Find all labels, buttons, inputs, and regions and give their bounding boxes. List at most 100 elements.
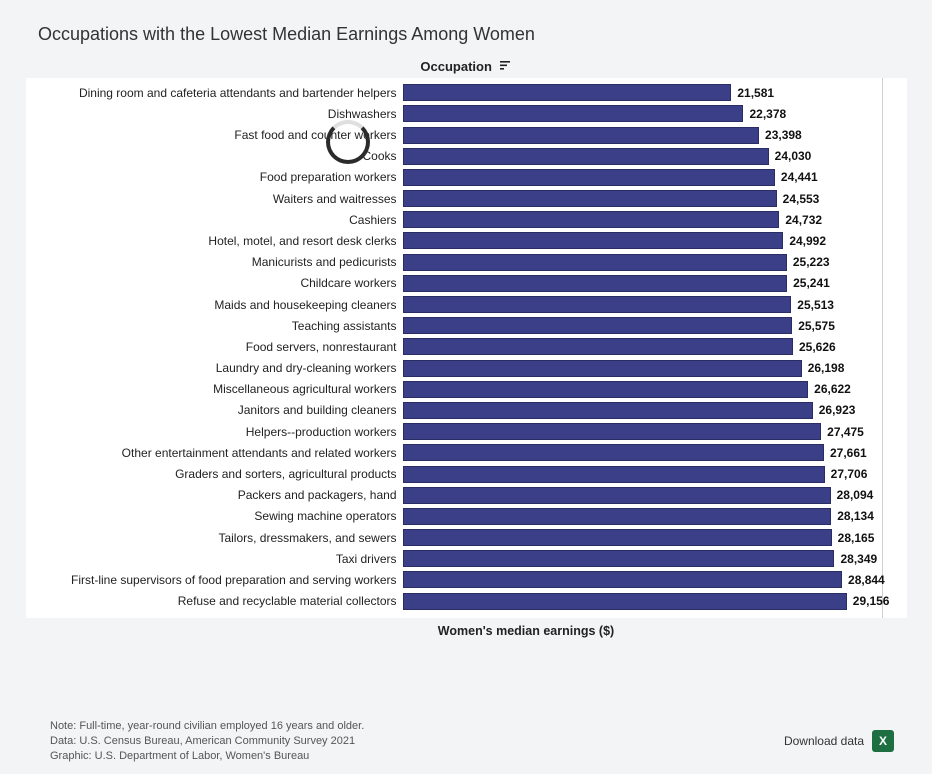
bar	[403, 402, 813, 419]
bar-track: 24,992	[403, 230, 907, 251]
download-data-button[interactable]: Download data X	[784, 730, 894, 752]
row-value: 27,475	[827, 425, 864, 439]
row-value: 24,030	[775, 149, 812, 163]
row-value: 26,622	[814, 382, 851, 396]
x-axis-label: Women's median earnings ($)	[136, 624, 916, 638]
row-value: 27,706	[831, 467, 868, 481]
bar-track: 28,349	[403, 548, 907, 569]
row-label: Maids and housekeeping cleaners	[27, 298, 403, 312]
chart-row: Teaching assistants 25,575	[27, 315, 907, 336]
row-label: Cashiers	[27, 213, 403, 227]
bar-track: 27,661	[403, 442, 907, 463]
footnote-note: Note: Full-time, year-round civilian emp…	[50, 719, 364, 734]
bar-track: 22,378	[403, 103, 907, 124]
bar-track: 28,165	[403, 527, 907, 548]
chart-row: Food preparation workers24,441	[27, 167, 907, 188]
chart-card: Occupations with the Lowest Median Earni…	[16, 24, 916, 770]
chart-row: Maids and housekeeping cleaners25,513	[27, 294, 907, 315]
bar	[403, 127, 760, 144]
chart-row: Manicurists and pedicurists 25,223	[27, 252, 907, 273]
column-header[interactable]: Occupation	[16, 59, 916, 74]
row-label: Other entertainment attendants and relat…	[27, 446, 403, 460]
bar	[403, 84, 732, 101]
row-label: First-line supervisors of food preparati…	[27, 573, 403, 587]
row-value: 25,575	[798, 319, 835, 333]
row-label: Manicurists and pedicurists	[27, 255, 403, 269]
row-value: 26,198	[808, 361, 845, 375]
bar	[403, 169, 775, 186]
sort-icon[interactable]	[500, 61, 512, 74]
row-label: Taxi drivers	[27, 552, 403, 566]
chart-row: Packers and packagers, hand28,094	[27, 485, 907, 506]
row-value: 22,378	[749, 107, 786, 121]
row-label: Refuse and recyclable material collector…	[27, 594, 403, 608]
footnote-graphic-source: Graphic: U.S. Department of Labor, Women…	[50, 749, 364, 764]
chart-row: Cashiers 24,732	[27, 209, 907, 230]
chart-row: Taxi drivers 28,349	[27, 548, 907, 569]
bar-track: 25,241	[403, 273, 907, 294]
row-label: Dining room and cafeteria attendants and…	[27, 86, 403, 100]
row-value: 21,581	[737, 86, 774, 100]
footnote-data-source: Data: U.S. Census Bureau, American Commu…	[50, 734, 364, 749]
bar	[403, 423, 822, 440]
bar-track: 27,475	[403, 421, 907, 442]
bar	[403, 190, 777, 207]
chart-row: Helpers--production workers 27,475	[27, 421, 907, 442]
bar	[403, 211, 780, 228]
row-value: 25,241	[793, 276, 830, 290]
row-value: 28,349	[840, 552, 877, 566]
row-label: Janitors and building cleaners	[27, 403, 403, 417]
bar	[403, 550, 835, 567]
row-label: Waiters and waitresses	[27, 192, 403, 206]
download-data-label: Download data	[784, 734, 864, 748]
bar-track: 27,706	[403, 463, 907, 484]
bar-track: 24,441	[403, 167, 907, 188]
bar	[403, 317, 793, 334]
chart-row: Refuse and recyclable material collector…	[27, 591, 907, 612]
row-label: Laundry and dry-cleaning workers	[27, 361, 403, 375]
excel-icon: X	[872, 730, 894, 752]
loading-spinner-icon	[326, 120, 370, 164]
row-label: Tailors, dressmakers, and sewers	[27, 531, 403, 545]
row-label: Childcare workers	[27, 276, 403, 290]
column-header-label: Occupation	[420, 59, 492, 74]
chart-row: Tailors, dressmakers, and sewers 28,165	[27, 527, 907, 548]
bar-track: 28,844	[403, 569, 907, 590]
row-value: 24,441	[781, 170, 818, 184]
bar-track: 21,581	[403, 82, 907, 103]
row-value: 24,992	[789, 234, 826, 248]
row-label: Helpers--production workers	[27, 425, 403, 439]
bar	[403, 275, 788, 292]
bar-track: 28,134	[403, 506, 907, 527]
bar-track: 25,626	[403, 336, 907, 357]
row-value: 26,923	[819, 403, 856, 417]
bar	[403, 529, 832, 546]
row-label: Dishwashers	[27, 107, 403, 121]
bar-track: 24,732	[403, 209, 907, 230]
bar-track: 25,513	[403, 294, 907, 315]
chart-row: Cooks24,030	[27, 146, 907, 167]
chart-row: Hotel, motel, and resort desk clerks 24,9…	[27, 230, 907, 251]
row-label: Teaching assistants	[27, 319, 403, 333]
bar-track: 26,198	[403, 358, 907, 379]
bar-track: 26,622	[403, 379, 907, 400]
row-value: 27,661	[830, 446, 867, 460]
bar	[403, 105, 744, 122]
row-value: 28,844	[848, 573, 885, 587]
row-label: Miscellaneous agricultural workers	[27, 382, 403, 396]
bar-track: 25,575	[403, 315, 907, 336]
row-value: 23,398	[765, 128, 802, 142]
row-value: 25,223	[793, 255, 830, 269]
chart-row: Dining room and cafeteria attendants and…	[27, 82, 907, 103]
row-label: Packers and packagers, hand	[27, 488, 403, 502]
bar	[403, 296, 792, 313]
row-label: Hotel, motel, and resort desk clerks	[27, 234, 403, 248]
row-value: 25,626	[799, 340, 836, 354]
chart-row: Graders and sorters, agricultural produc…	[27, 463, 907, 484]
row-value: 29,156	[853, 594, 890, 608]
row-value: 24,732	[785, 213, 822, 227]
chart-row: First-line supervisors of food preparati…	[27, 569, 907, 590]
bar	[403, 466, 825, 483]
row-value: 28,165	[838, 531, 875, 545]
chart-plot-area: Dining room and cafeteria attendants and…	[26, 78, 907, 618]
